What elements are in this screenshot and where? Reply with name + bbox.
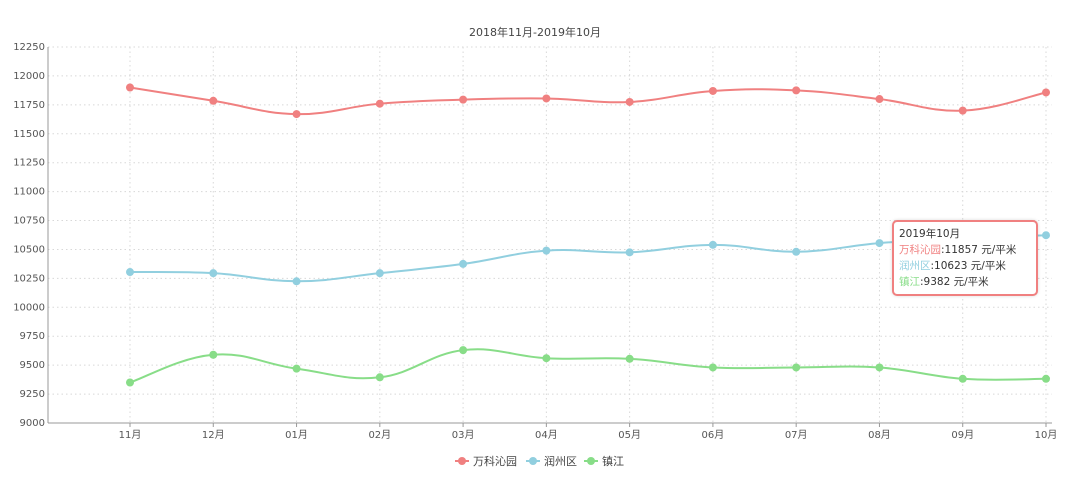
y-tick-label: 10250 xyxy=(13,273,45,284)
legend-label: 万科沁园 xyxy=(473,454,517,468)
data-point xyxy=(792,86,801,95)
data-point xyxy=(875,95,884,104)
x-tick-label: 11月 xyxy=(119,429,142,441)
y-tick-label: 9500 xyxy=(20,360,45,371)
x-tick-label: 06月 xyxy=(702,429,725,441)
legend-item[interactable]: 镇江 xyxy=(584,454,624,468)
y-tick-label: 10000 xyxy=(13,302,45,313)
series-line xyxy=(129,348,1047,384)
data-point xyxy=(375,373,384,382)
x-tick-label: 10月 xyxy=(1035,429,1058,441)
data-point xyxy=(292,110,301,119)
chart-title: 2018年11月-2019年10月 xyxy=(469,25,601,39)
y-tick-label: 11750 xyxy=(13,100,45,111)
data-point xyxy=(292,277,301,286)
data-point xyxy=(542,94,551,103)
x-tick-label: 05月 xyxy=(618,429,641,441)
x-tick-label: 07月 xyxy=(785,429,808,441)
data-point xyxy=(708,363,717,372)
data-point xyxy=(792,363,801,372)
data-point xyxy=(209,269,218,278)
x-tick-label: 01月 xyxy=(285,429,308,441)
data-point xyxy=(792,247,801,256)
data-point xyxy=(375,99,384,108)
data-point xyxy=(209,96,218,105)
tooltip-series-name: 镇江 xyxy=(899,276,920,288)
x-tick-label: 09月 xyxy=(951,429,974,441)
y-tick-label: 10750 xyxy=(13,216,45,227)
tooltip-title: 2019年10月 xyxy=(899,228,961,240)
y-tick-label: 9750 xyxy=(20,331,45,342)
data-point xyxy=(375,269,384,278)
x-tick-label: 02月 xyxy=(368,429,391,441)
data-point xyxy=(459,346,468,355)
y-tick-label: 9250 xyxy=(20,389,45,400)
tooltip-row-zhenjiang: 镇江:9382 元/平米 xyxy=(899,274,1031,290)
y-tick-label: 11250 xyxy=(13,158,45,169)
legend-marker-icon xyxy=(587,457,595,465)
tooltip-series-name: 万科沁园 xyxy=(899,244,941,256)
data-point xyxy=(875,363,884,372)
y-tick-label: 12250 xyxy=(13,42,45,53)
data-point xyxy=(542,246,551,255)
grid-lines xyxy=(48,46,1052,423)
tooltip-series-value: :10623 元/平米 xyxy=(930,260,1006,272)
data-point xyxy=(126,268,134,277)
data-point xyxy=(1042,231,1050,240)
legend-item[interactable]: 润州区 xyxy=(526,454,577,468)
data-point xyxy=(958,106,967,115)
data-point xyxy=(1042,374,1050,383)
data-point xyxy=(459,259,468,268)
tooltip-series-value: :9382 元/平米 xyxy=(920,276,989,288)
data-point xyxy=(625,354,634,363)
series-line xyxy=(129,86,1047,116)
x-tick-label: 04月 xyxy=(535,429,558,441)
tooltip-series-name: 润州区 xyxy=(899,260,931,272)
y-tick-label: 9000 xyxy=(20,418,45,429)
data-point xyxy=(1042,88,1050,97)
data-point xyxy=(625,248,634,257)
data-point xyxy=(459,95,468,104)
legend-item[interactable]: 万科沁园 xyxy=(455,454,517,468)
x-tick-label: 12月 xyxy=(202,429,225,441)
data-point xyxy=(958,374,967,383)
x-axis: 11月 12月 01月 02月 03月 04月 05月 06月 07月 08月 09月 10月 xyxy=(48,422,1058,441)
series-line xyxy=(129,234,1047,283)
data-point xyxy=(292,364,301,373)
tooltip-row-vanke: 万科沁园:11857 元/平米 xyxy=(899,242,1031,258)
data-point xyxy=(708,240,717,249)
data-point xyxy=(625,97,634,106)
tooltip: 2019年10月 万科沁园:11857 元/平米 润州区:10623 元/平米 … xyxy=(892,220,1038,296)
y-tick-label: 11500 xyxy=(13,129,45,140)
legend-marker-icon xyxy=(458,457,466,465)
data-point xyxy=(126,83,134,92)
data-point xyxy=(875,239,884,248)
y-axis: 9000 9250 9500 9750 10000 10250 10500 10750 1100… xyxy=(13,42,49,429)
data-point xyxy=(126,378,134,387)
tooltip-series-value: :11857 元/平米 xyxy=(941,244,1017,256)
y-tick-label: 12000 xyxy=(13,71,45,82)
legend-label: 润州区 xyxy=(544,454,577,468)
data-point xyxy=(708,86,717,95)
legend-marker-icon xyxy=(529,457,537,465)
x-tick-label: 03月 xyxy=(452,429,475,441)
y-tick-label: 11000 xyxy=(13,187,45,198)
y-tick-label: 10500 xyxy=(13,244,45,255)
series-lines xyxy=(126,83,1050,387)
data-point xyxy=(542,354,551,363)
legend[interactable]: 万科沁园 润州区 镇江 xyxy=(455,454,624,468)
tooltip-row-runzhou: 润州区:10623 元/平米 xyxy=(899,258,1031,274)
legend-label: 镇江 xyxy=(602,454,624,468)
data-point xyxy=(209,350,218,359)
x-tick-label: 08月 xyxy=(868,429,891,441)
